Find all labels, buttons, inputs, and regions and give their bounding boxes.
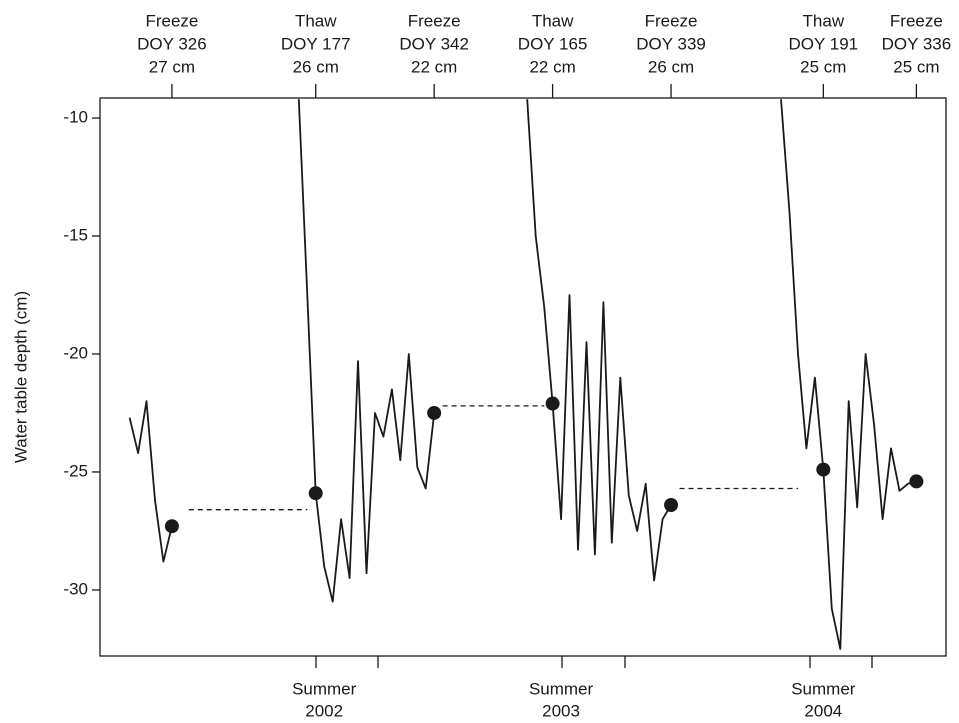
event-label: Thaw xyxy=(532,11,574,30)
y-tick-label: -10 xyxy=(63,108,88,127)
y-tick-label: -25 xyxy=(63,461,88,480)
event-label: Freeze xyxy=(145,11,198,30)
y-tick-label: -15 xyxy=(63,226,88,245)
event-label: Freeze xyxy=(645,11,698,30)
plot-frame xyxy=(99,97,947,657)
y-tick-label: -30 xyxy=(63,579,88,598)
event-label: Thaw xyxy=(803,11,845,30)
event-label: 26 cm xyxy=(648,57,694,76)
y-tick-label: -20 xyxy=(63,343,88,362)
event-label: DOY 165 xyxy=(518,34,588,53)
event-point xyxy=(164,519,179,534)
event-point xyxy=(545,396,560,411)
event-label: DOY 326 xyxy=(137,34,207,53)
event-label: DOY 339 xyxy=(636,34,706,53)
event-point xyxy=(909,474,924,489)
event-label: Freeze xyxy=(408,11,461,30)
depth-line xyxy=(128,99,917,650)
event-label: DOY 342 xyxy=(399,34,469,53)
event-point xyxy=(427,405,442,420)
event-point xyxy=(816,462,831,477)
y-axis-label: Water table depth (cm) xyxy=(11,291,30,463)
event-label: 22 cm xyxy=(529,57,575,76)
season-label: Summer xyxy=(791,679,856,698)
event-label: 26 cm xyxy=(293,57,339,76)
season-label: 2003 xyxy=(542,701,580,720)
event-label: DOY 177 xyxy=(281,34,351,53)
event-label: 25 cm xyxy=(893,57,939,76)
event-label: DOY 336 xyxy=(882,34,952,53)
event-label: Freeze xyxy=(890,11,943,30)
bottom-ticks xyxy=(315,656,873,668)
event-label: Thaw xyxy=(295,11,337,30)
season-label: Summer xyxy=(292,679,357,698)
event-label: DOY 191 xyxy=(789,34,859,53)
event-label: 27 cm xyxy=(149,57,195,76)
event-point xyxy=(308,486,323,501)
season-label: 2004 xyxy=(804,701,842,720)
event-label: 22 cm xyxy=(411,57,457,76)
season-label: Summer xyxy=(529,679,594,698)
event-point xyxy=(664,497,679,512)
reference-line xyxy=(188,405,798,511)
event-label: 25 cm xyxy=(800,57,846,76)
season-label: 2002 xyxy=(305,701,343,720)
